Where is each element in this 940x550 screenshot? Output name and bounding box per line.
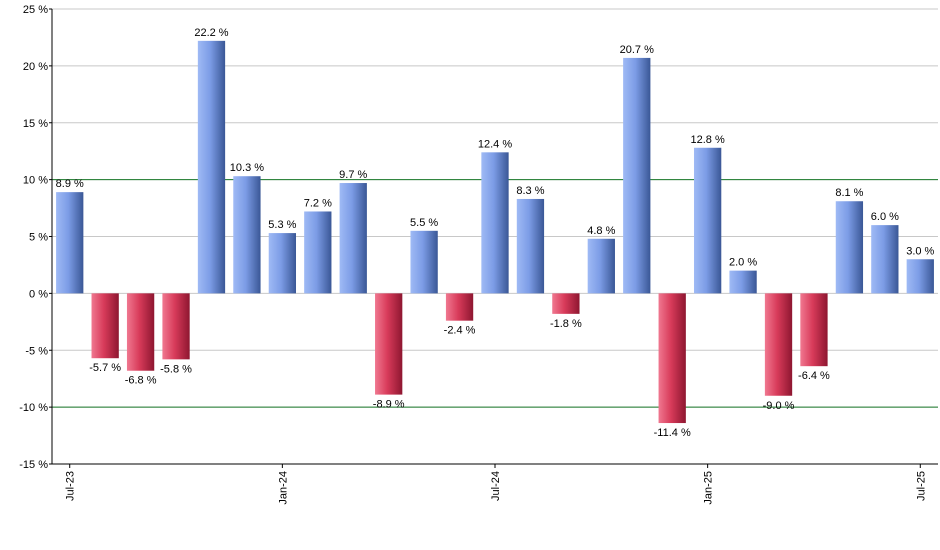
data-label: -2.4 % [444, 325, 476, 337]
data-label: 5.5 % [410, 217, 438, 229]
data-label: 12.8 % [691, 134, 725, 146]
x-tick-label: Jul-23 [65, 471, 77, 501]
bar [268, 233, 297, 294]
data-label: 10.3 % [230, 162, 264, 174]
bar [693, 147, 722, 294]
bar [658, 293, 686, 424]
bar [410, 230, 438, 294]
x-tick-label: Jan-25 [703, 471, 715, 505]
bar [552, 293, 580, 314]
bar [835, 201, 864, 294]
y-tick-label: 20 % [23, 61, 48, 73]
data-label: -1.8 % [550, 318, 582, 330]
x-tick-label: Jul-25 [915, 471, 927, 501]
data-label: 2.0 % [729, 257, 757, 269]
data-label: -9.0 % [763, 400, 795, 412]
data-label: 8.1 % [835, 187, 863, 199]
bar [304, 211, 332, 294]
bar [91, 293, 119, 359]
data-label: -5.8 % [160, 363, 192, 375]
x-tick-label: Jul-24 [490, 471, 502, 501]
bar [162, 293, 190, 360]
data-labels: 8.9 % -5.7 % -6.8 %-5.8 % 22.2 % 10.3 % 5.3 %… [56, 27, 935, 439]
bar [375, 293, 403, 395]
bar [197, 40, 226, 294]
data-label: -8.9 % [373, 399, 405, 411]
x-tick-label: Jan-24 [277, 471, 289, 505]
data-label: -11.4 % [654, 427, 691, 439]
bar [481, 152, 509, 294]
data-label: -5.7 % [89, 362, 121, 374]
data-label: 22.2 % [194, 27, 228, 39]
data-label: 4.8 % [587, 225, 615, 237]
bar [445, 293, 474, 321]
y-tick-label: -15 % [19, 459, 48, 471]
data-label: 20.7 % [620, 44, 654, 56]
data-label: -6.4 % [798, 370, 830, 382]
data-label: 8.9 % [56, 178, 84, 190]
y-tick-label: 15 % [23, 118, 48, 130]
data-label: 6.0 % [871, 211, 899, 223]
y-tick-label: -10 % [19, 402, 48, 414]
bar [800, 293, 828, 367]
bar [516, 198, 545, 294]
bar [871, 225, 899, 294]
y-tick-label: 25 % [23, 4, 48, 16]
data-label: 12.4 % [478, 138, 512, 150]
axes: -15 % -10 % -5 % 0 % 5 % 10 % 15 % 20 % 25 % Jul-… [19, 4, 938, 505]
bar [126, 293, 155, 371]
data-label: 8.3 % [516, 185, 544, 197]
y-tick-label: 5 % [29, 232, 48, 244]
data-label: -6.8 % [125, 375, 157, 387]
data-label: 3.0 % [906, 245, 934, 257]
data-label: 7.2 % [304, 197, 332, 209]
bar [729, 270, 757, 294]
y-tick-label: 10 % [23, 175, 48, 187]
bars [56, 40, 934, 424]
bar [233, 176, 261, 294]
bar [764, 293, 793, 396]
data-label: 5.3 % [268, 219, 296, 231]
y-tick-label: 0 % [29, 288, 48, 300]
data-label: 9.7 % [339, 169, 367, 181]
y-tick-label: -5 % [25, 345, 48, 357]
bar [623, 57, 651, 294]
bar [56, 192, 84, 294]
bar [587, 238, 615, 294]
bar [339, 183, 367, 294]
bar [906, 259, 934, 294]
